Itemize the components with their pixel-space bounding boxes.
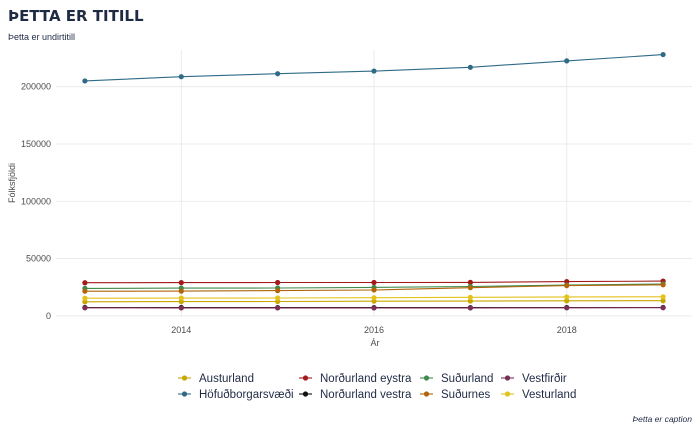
legend-label: Höfuðborgarsvæði xyxy=(199,389,294,401)
legend-label: Suðurnes xyxy=(441,389,490,401)
legend-key-point xyxy=(181,391,188,397)
data-point xyxy=(178,280,184,286)
data-point xyxy=(275,71,281,77)
legend-key-point xyxy=(504,391,511,397)
series-höfuðborgarsvæði xyxy=(82,51,666,84)
legend-label: Austurland xyxy=(199,373,254,385)
data-point xyxy=(275,295,281,301)
data-point xyxy=(660,51,666,58)
x-axis-title: Ár xyxy=(371,338,380,348)
legend-item: Norðurland vestra xyxy=(299,389,412,401)
y-tick-label: 0 xyxy=(46,311,51,321)
data-point xyxy=(178,74,184,80)
y-tick-label: 200000 xyxy=(21,82,51,92)
data-point xyxy=(660,305,666,311)
grid-lines xyxy=(56,50,692,317)
legend-key-point xyxy=(181,375,188,381)
chart-caption: Þetta er caption xyxy=(632,414,692,424)
data-point xyxy=(178,305,184,311)
series-suðurnes xyxy=(82,282,666,294)
data-point xyxy=(82,78,88,84)
data-point xyxy=(371,295,377,301)
data-point xyxy=(564,58,570,64)
data-point xyxy=(178,288,184,294)
data-point xyxy=(660,294,666,300)
legend-label: Suðurland xyxy=(441,373,493,385)
legend-key-point xyxy=(423,391,430,397)
legend-item: Vestfirðir xyxy=(501,373,567,385)
data-point xyxy=(82,288,88,294)
data-point xyxy=(275,305,281,311)
legend-item: Norðurland eystra xyxy=(299,373,412,385)
legend-label: Norðurland vestra xyxy=(320,389,412,401)
data-point xyxy=(564,298,570,304)
data-point xyxy=(178,295,184,301)
data-point xyxy=(371,68,377,74)
series-vesturland xyxy=(82,294,666,301)
data-point xyxy=(467,64,473,70)
chart-subtitle: Þetta er undirtitill xyxy=(8,32,75,42)
legend-item: Suðurnes xyxy=(420,389,490,401)
x-tick-label: 2016 xyxy=(364,325,384,335)
data-point xyxy=(660,298,666,304)
data-point xyxy=(82,280,88,286)
legend-item: Höfuðborgarsvæði xyxy=(178,389,294,401)
axes: 0 50000 100000 150000 200000 2014 2016 2018 xyxy=(21,82,577,335)
legend: Austurland Höfuðborgarsvæði Norðurland eys… xyxy=(178,373,576,401)
data-point xyxy=(467,305,473,311)
y-axis-title: Fólksfjöldi xyxy=(7,163,17,203)
legend-key-point xyxy=(423,375,430,381)
data-point xyxy=(467,285,473,291)
data-point xyxy=(564,283,570,289)
series-vestfirðir xyxy=(82,305,666,311)
legend-label: Norðurland eystra xyxy=(320,373,412,385)
data-point xyxy=(82,295,88,301)
legend-item: Vesturland xyxy=(501,389,576,401)
x-tick-label: 2018 xyxy=(557,325,577,335)
data-point xyxy=(564,305,570,311)
y-tick-label: 100000 xyxy=(21,196,51,206)
y-tick-label: 50000 xyxy=(26,254,51,264)
data-point xyxy=(371,287,377,293)
data-point xyxy=(275,288,281,294)
data-point xyxy=(467,279,473,285)
data-point xyxy=(467,298,473,304)
legend-key-point xyxy=(302,391,309,397)
chart-title: ÞETTA ER TITILL xyxy=(8,7,144,25)
legend-key-point xyxy=(504,375,511,381)
data-point xyxy=(275,279,281,286)
legend-item: Suðurland xyxy=(420,373,493,385)
data-point xyxy=(371,279,377,286)
data-series xyxy=(82,51,666,311)
legend-item: Austurland xyxy=(178,373,254,385)
legend-key-point xyxy=(302,375,309,381)
data-point xyxy=(82,299,88,305)
data-point xyxy=(275,298,281,305)
legend-label: Vestfirðir xyxy=(522,373,567,385)
data-point xyxy=(660,282,666,288)
x-tick-label: 2014 xyxy=(171,325,191,335)
y-tick-label: 150000 xyxy=(21,139,51,149)
data-point xyxy=(178,299,184,305)
legend-label: Vesturland xyxy=(522,389,576,401)
data-point xyxy=(467,294,473,300)
data-point xyxy=(564,294,570,300)
data-point xyxy=(371,305,377,311)
data-point xyxy=(82,305,88,311)
